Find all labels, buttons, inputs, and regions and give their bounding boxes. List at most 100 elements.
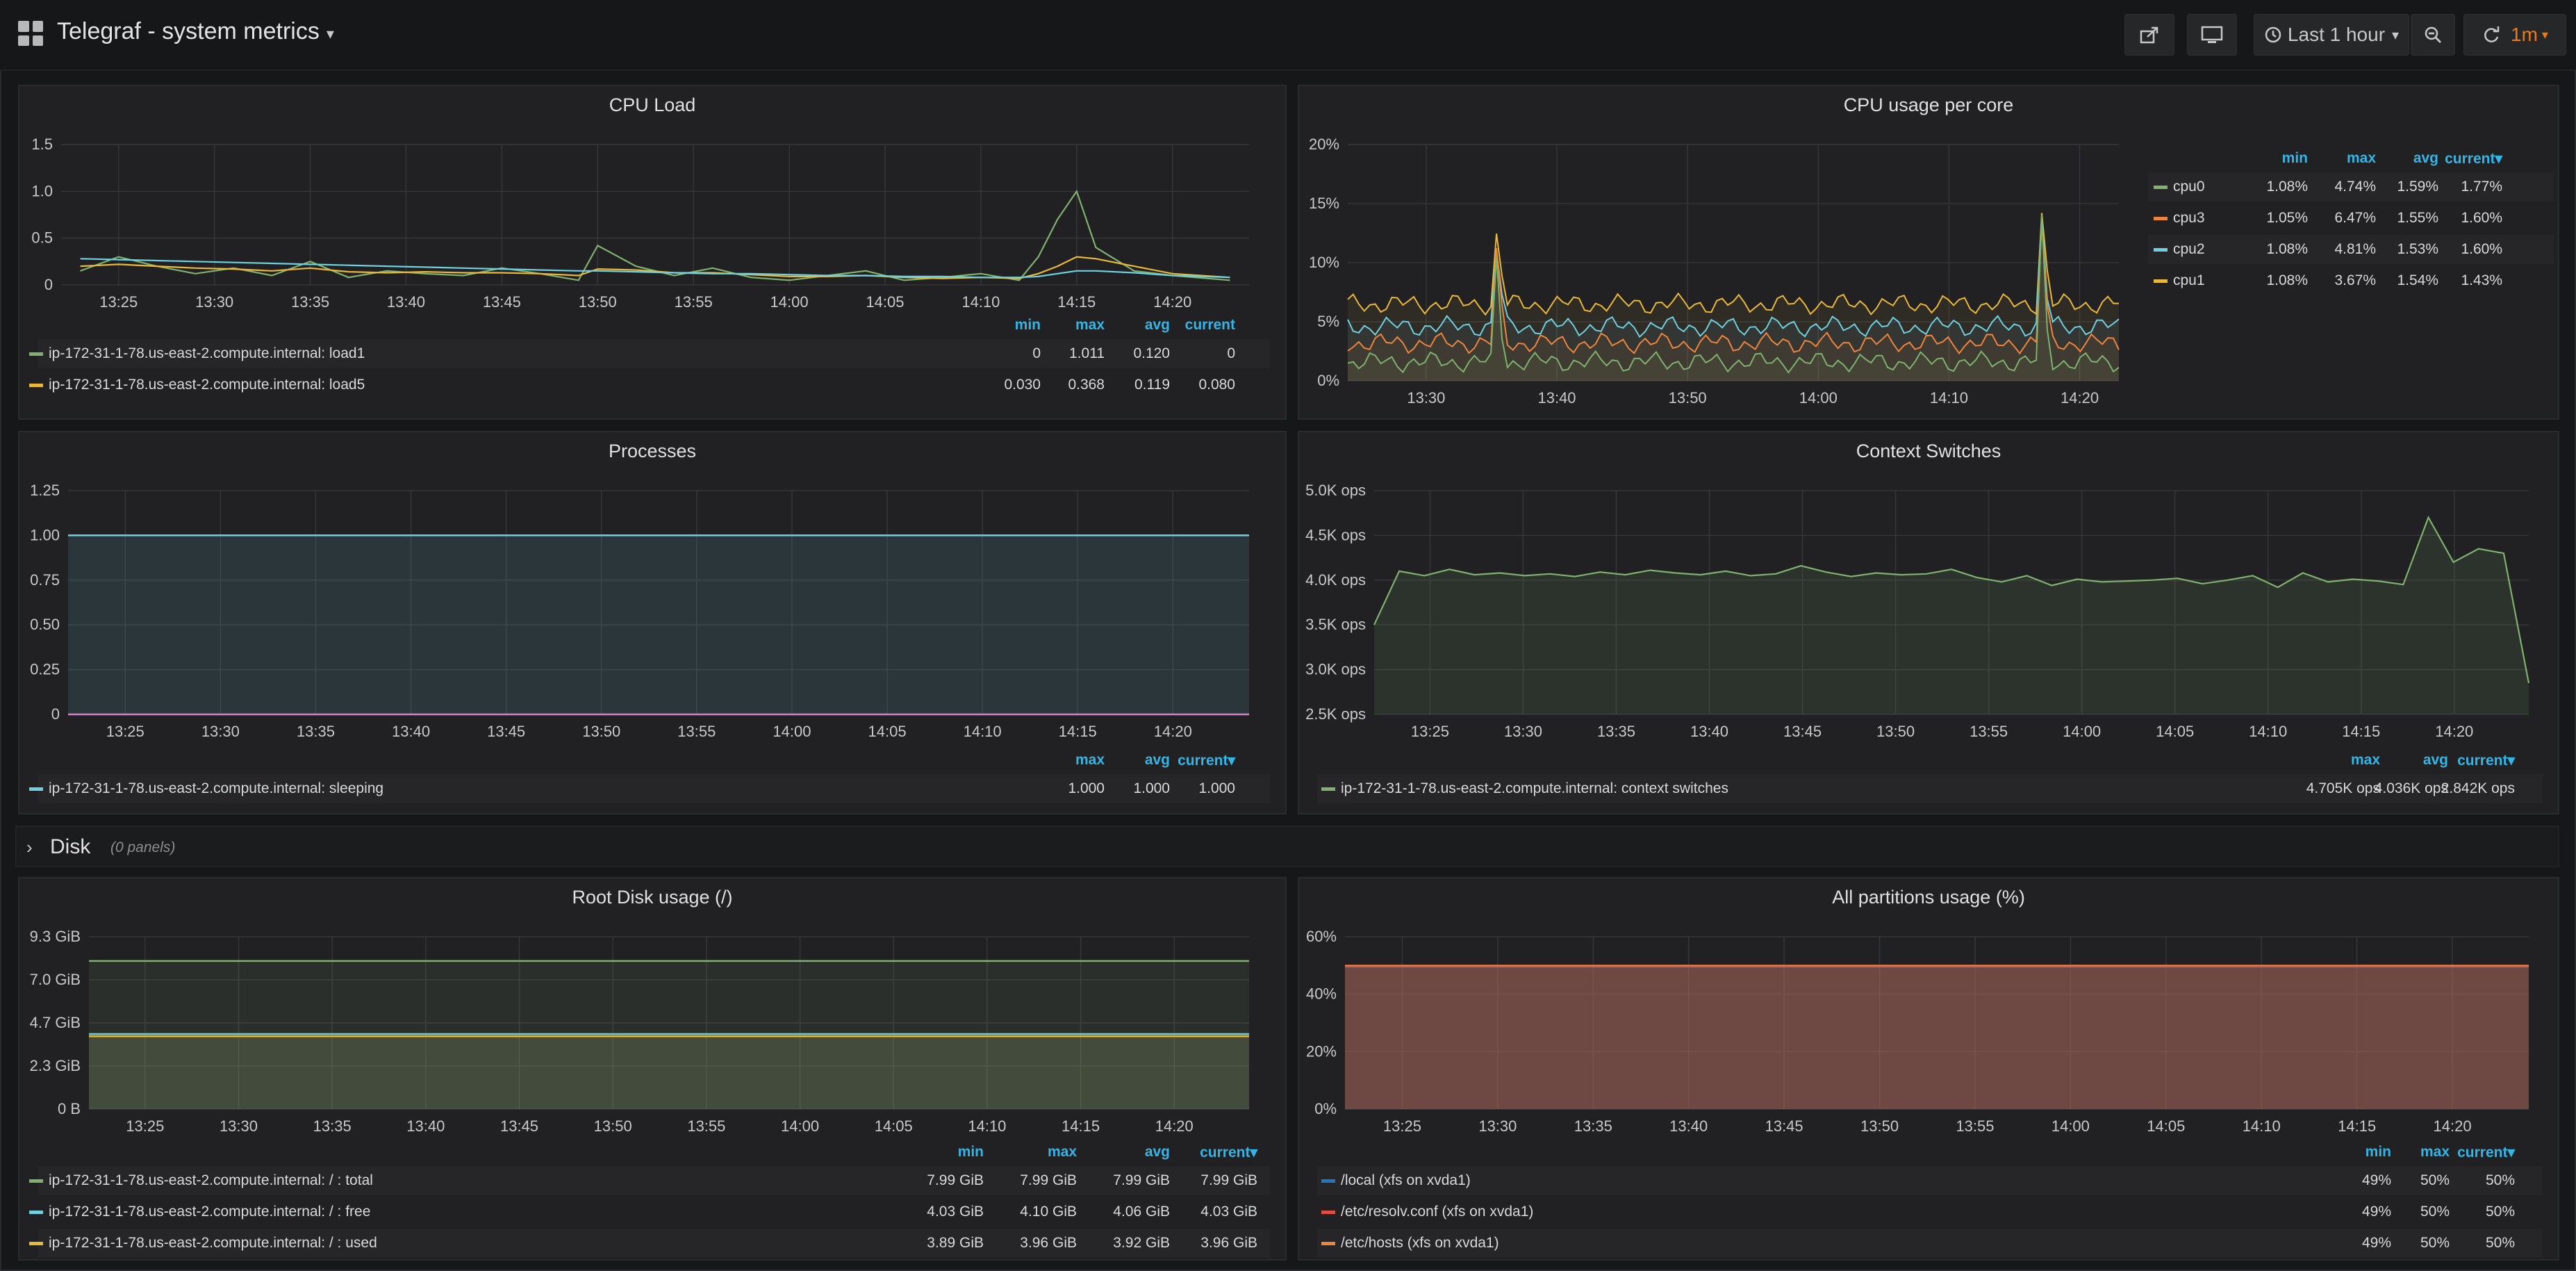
series-color-swatch[interactable] (29, 384, 43, 387)
panel-title[interactable]: Context Switches (1856, 441, 2001, 461)
legend-header-max[interactable]: max (2350, 752, 2380, 768)
legend-series-name[interactable]: ip-172-31-1-78.us-east-2.compute.interna… (49, 780, 384, 796)
dashboard-title-picker[interactable]: Telegraf - system metrics ▾ (57, 18, 334, 45)
x-tick-label: 14:20 (1153, 293, 1191, 311)
x-tick-label: 13:40 (406, 1117, 445, 1135)
panel-title[interactable]: CPU usage per core (1843, 95, 2014, 115)
legend-series-row[interactable]: ip-172-31-1-78.us-east-2.compute.interna… (29, 370, 1270, 400)
legend-header-max[interactable]: max (1075, 752, 1105, 768)
x-tick-label: 13:35 (313, 1117, 352, 1135)
legend-series-row[interactable]: ip-172-31-1-78.us-east-2.compute.interna… (29, 1197, 1270, 1227)
zoom-out-button[interactable] (2411, 14, 2455, 56)
legend-header-current[interactable]: current▾ (1178, 753, 1235, 769)
x-tick-label: 13:30 (1504, 723, 1542, 740)
legend-header-avg[interactable]: avg (1144, 752, 1170, 768)
legend-series-name[interactable]: ip-172-31-1-78.us-east-2.compute.interna… (49, 1235, 377, 1251)
chart-plot-area[interactable]: 0% 5% 10% 15% 20% 13:30 13:40 13:50 14:00 14:10 14… (1299, 86, 2558, 413)
legend-header-min[interactable]: min (957, 1144, 984, 1160)
legend-series-row[interactable]: cpu2 1.08% 4.81% 1.53% 1.60% (2148, 235, 2554, 264)
legend-value: 50% (2420, 1235, 2450, 1251)
legend-series-row[interactable]: ip-172-31-1-78.us-east-2.compute.interna… (1317, 774, 2543, 803)
series-color-swatch[interactable] (29, 352, 43, 356)
series-color-swatch[interactable] (1321, 1242, 1335, 1245)
panel-cpu-usage-per-core: CPU usage per core 0% 5% 10% 15% 20% 13:30 13:… (1298, 85, 2559, 420)
row-disk[interactable]: › Disk (0 panels) (15, 826, 2559, 867)
legend-series-name[interactable]: ip-172-31-1-78.us-east-2.compute.interna… (1341, 780, 1728, 796)
row-title[interactable]: Disk (50, 835, 91, 858)
chart-plot-area[interactable]: 0% 20% 40% 60% 13:25 13:30 13:35 13:40 13:45 13:5… (1299, 878, 2558, 1142)
legend-header-min[interactable]: min (2365, 1144, 2391, 1160)
legend-series-row[interactable]: /etc/resolv.conf (xfs on xvda1) 49% 50% 50% (1317, 1197, 2543, 1227)
legend-series-name[interactable]: ip-172-31-1-78.us-east-2.compute.interna… (49, 1172, 373, 1188)
legend-header-avg[interactable]: avg (2413, 150, 2438, 166)
x-tick-label: 13:45 (487, 723, 525, 740)
y-tick-label: 5.0K ops (1305, 482, 1366, 499)
dashboard-grid-icon[interactable] (18, 21, 43, 46)
legend-series-name[interactable]: cpu0 (2173, 179, 2205, 195)
legend-series-row[interactable]: cpu0 1.08% 4.74% 1.59% 1.77% (2148, 172, 2554, 202)
legend-header-current[interactable]: current▾ (2457, 1145, 2515, 1161)
time-range-picker[interactable]: Last 1 hour ▾ (2254, 14, 2409, 56)
legend-header-min[interactable]: min (2281, 150, 2308, 166)
legend-header-max[interactable]: max (1047, 1144, 1077, 1160)
series-color-swatch[interactable] (1321, 1211, 1335, 1214)
chevron-right-icon[interactable]: › (26, 837, 33, 858)
panel-title[interactable]: CPU Load (609, 95, 696, 115)
series-color-swatch[interactable] (2154, 248, 2168, 252)
panel-title[interactable]: All partitions usage (%) (1832, 887, 2025, 908)
legend-series-name[interactable]: ip-172-31-1-78.us-east-2.compute.interna… (49, 1204, 371, 1220)
legend-header-current[interactable]: current▾ (1200, 1145, 1257, 1161)
legend-header-max[interactable]: max (2420, 1144, 2450, 1160)
legend-header-avg[interactable]: avg (2422, 752, 2448, 768)
legend-header-min[interactable]: min (1014, 317, 1041, 333)
legend-series-name[interactable]: ip-172-31-1-78.us-east-2.compute.interna… (49, 345, 365, 361)
series-color-swatch[interactable] (29, 1242, 43, 1245)
legend-header-current[interactable]: current▾ (2445, 151, 2502, 167)
legend-series-row[interactable]: ip-172-31-1-78.us-east-2.compute.interna… (29, 1229, 1270, 1258)
panel-context-switches: Context Switches 2.5K ops 3.0K ops 3.5K op… (1298, 431, 2559, 814)
chart-plot-area[interactable]: 0 0.5 1.0 1.5 13:25 13:30 13:35 13:40 13:45 13:50… (19, 86, 1285, 315)
series-color-swatch[interactable] (1321, 1179, 1335, 1183)
legend-header-current[interactable]: current (1184, 317, 1235, 333)
series-color-swatch[interactable] (29, 1179, 43, 1183)
legend-value: 4.03 GiB (1200, 1204, 1257, 1220)
legend-series-name[interactable]: cpu3 (2173, 210, 2205, 226)
legend-value: 50% (2420, 1172, 2450, 1188)
legend-header-max[interactable]: max (1075, 317, 1105, 333)
series-color-swatch[interactable] (29, 787, 43, 791)
legend-series-row[interactable]: cpu1 1.08% 3.67% 1.54% 1.43% (2148, 266, 2554, 295)
legend-header-avg[interactable]: avg (1144, 317, 1170, 333)
legend-series-row[interactable]: ip-172-31-1-78.us-east-2.compute.interna… (29, 1166, 1270, 1195)
legend-series-name[interactable]: /etc/resolv.conf (xfs on xvda1) (1341, 1204, 1534, 1220)
chart-plot-area[interactable]: 2.5K ops 3.0K ops 3.5K ops 4.0K ops 4.5K ops… (1299, 432, 2558, 745)
panel-title[interactable]: Processes (608, 441, 697, 461)
legend-series-row[interactable]: ip-172-31-1-78.us-east-2.compute.interna… (29, 774, 1270, 803)
tv-mode-button[interactable] (2187, 14, 2237, 56)
legend-series-name[interactable]: /local (xfs on xvda1) (1341, 1172, 1471, 1188)
legend-series-name[interactable]: /etc/hosts (xfs on xvda1) (1341, 1235, 1499, 1251)
legend-header-current[interactable]: current▾ (2457, 753, 2515, 769)
series-color-swatch[interactable] (2154, 217, 2168, 220)
legend-series-name[interactable]: cpu2 (2173, 241, 2205, 257)
x-tick-label: 14:10 (1930, 389, 1968, 407)
chart-plot-area[interactable]: 0 0.25 0.50 0.75 1.00 1.25 13:25 13:30 13:35 13:4… (19, 432, 1285, 745)
series-color-swatch[interactable] (1321, 787, 1335, 791)
legend-series-row[interactable]: ip-172-31-1-78.us-east-2.compute.interna… (29, 339, 1270, 368)
legend-series-name[interactable]: ip-172-31-1-78.us-east-2.compute.interna… (49, 377, 365, 393)
x-tick-label: 13:30 (201, 723, 240, 740)
panel-title[interactable]: Root Disk usage (/) (572, 887, 733, 908)
series-color-swatch[interactable] (2154, 186, 2168, 189)
legend-series-row[interactable]: cpu3 1.05% 6.47% 1.55% 1.60% (2148, 204, 2554, 233)
legend-header-avg[interactable]: avg (1144, 1144, 1170, 1160)
legend-series-row[interactable]: /local (xfs on xvda1) 49% 50% 50% (1317, 1166, 2543, 1195)
legend-header-max[interactable]: max (2346, 150, 2376, 166)
legend-value: 1.59% (2397, 179, 2438, 195)
legend-series-row[interactable]: /etc/hosts (xfs on xvda1) 49% 50% 50% (1317, 1229, 2543, 1258)
legend-value: 1.011 (1069, 345, 1105, 361)
series-color-swatch[interactable] (2154, 279, 2168, 283)
legend-series-name[interactable]: cpu1 (2173, 272, 2205, 288)
share-button[interactable] (2124, 14, 2174, 56)
refresh-button[interactable]: 1m ▾ (2463, 14, 2566, 56)
chart-plot-area[interactable]: 0 B 2.3 GiB 4.7 GiB 7.0 GiB 9.3 GiB 13:25 13:3… (19, 878, 1285, 1142)
series-color-swatch[interactable] (29, 1211, 43, 1214)
